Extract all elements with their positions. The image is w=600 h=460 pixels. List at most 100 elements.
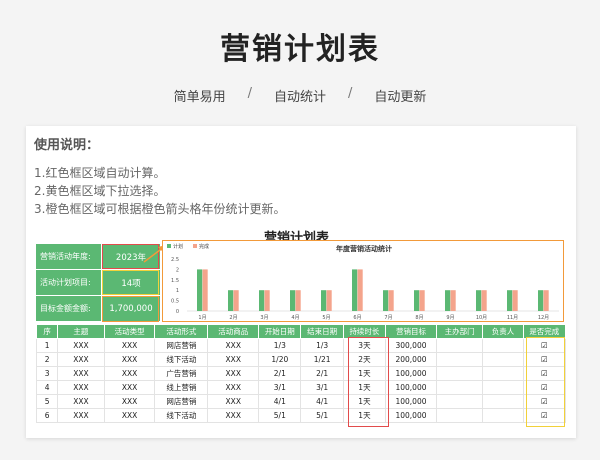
table-cell: 6	[35, 408, 59, 423]
x-tick-label: 3月	[260, 315, 268, 321]
table-cell: 100,000	[385, 408, 437, 423]
legend-label: 计划	[173, 243, 183, 250]
y-tick-label: 1.5	[171, 278, 179, 284]
separator: /	[348, 86, 353, 101]
chart-panel: 年度营销活动统计 计划 完成 0 0.5 1 1.5 2 2.5 1月 2月 3月 4月 5月 6月 7月 8月…	[162, 240, 564, 322]
x-tick-label: 1月	[198, 315, 206, 321]
table-cell	[482, 338, 524, 353]
bar-plan	[352, 269, 358, 311]
table-cell: 5	[35, 394, 59, 409]
table-cell: 广告营销	[154, 366, 209, 381]
table-row: 1 XXX XXX 网店营销 XXX 1/3 1/3 3天 300,000 ☑	[35, 338, 567, 353]
y-tick-label: 2.5	[171, 257, 179, 263]
table-cell: 网店营销	[154, 394, 209, 409]
table-row: 6 XXX XXX 线下活动 XXX 5/1 5/1 1天 100,000 ☑	[35, 408, 567, 423]
bar-done	[233, 290, 239, 311]
y-tick-label: 1	[176, 288, 179, 294]
table-cell: XXX	[103, 408, 156, 423]
table-cell: 3/1	[300, 380, 344, 395]
table-cell: XXX	[57, 352, 105, 367]
usage-line-2: 2.黄色框区域下拉选择。	[34, 184, 166, 198]
table-cell	[482, 352, 524, 367]
table-cell: 100,000	[385, 366, 437, 381]
bar-done	[419, 290, 425, 311]
table-cell: 2/1	[258, 366, 302, 381]
column-header: 负责人	[482, 324, 524, 339]
yellow-highlight-box	[102, 270, 159, 295]
x-tick-label: 8月	[415, 315, 423, 321]
column-header: 序	[35, 324, 59, 339]
column-header: 活动形式	[154, 324, 209, 339]
table-cell: XXX	[207, 352, 260, 367]
table-row: 5 XXX XXX 网店营销 XXX 4/1 4/1 1天 100,000 ☑	[35, 394, 567, 409]
bar-plan	[445, 290, 451, 311]
table-cell: XXX	[57, 366, 105, 381]
x-tick-label: 2月	[229, 315, 237, 321]
table-cell: 2	[35, 352, 59, 367]
y-tick-label: 2	[176, 267, 179, 273]
info-row-target: 目标金额金额: 1,700,000	[36, 296, 160, 322]
separator: /	[247, 86, 252, 101]
table-cell: XXX	[207, 408, 260, 423]
completed-highlight-box	[526, 337, 565, 427]
table-cell	[482, 366, 524, 381]
info-row-year: 营销活动年度: 2023年	[36, 244, 160, 270]
table-cell: XXX	[207, 366, 260, 381]
table-cell: XXX	[57, 380, 105, 395]
table-cell: XXX	[57, 394, 105, 409]
table-cell: 1	[35, 338, 59, 353]
table-cell: 3	[35, 366, 59, 381]
table-cell: 5/1	[258, 408, 302, 423]
bar-done	[481, 290, 487, 311]
table-row: 3 XXX XXX 广告营销 XXX 2/1 2/1 1天 100,000 ☑	[35, 366, 567, 381]
bar-chart: 年度营销活动统计 计划 完成 0 0.5 1 1.5 2 2.5 1月 2月 3月 4月 5月 6月 7月 8月…	[167, 243, 559, 321]
table-cell: XXX	[207, 394, 260, 409]
x-tick-label: 7月	[384, 315, 392, 321]
page-title: 营销计划表	[220, 32, 380, 67]
x-tick-label: 11月	[507, 315, 518, 321]
table-cell	[482, 380, 524, 395]
column-header: 活动类型	[103, 324, 156, 339]
column-header: 主办部门	[435, 324, 484, 339]
subtitle-bar: 简单易用 / 自动统计 / 自动更新	[0, 86, 600, 105]
table-cell: 300,000	[385, 338, 437, 353]
table-cell: 线下活动	[154, 408, 209, 423]
spreadsheet-preview: 使用说明： 1.红色框区域自动计算。 2.黄色框区域下拉选择。 3.橙色框区域可…	[26, 126, 576, 438]
table-cell	[435, 380, 484, 395]
table-cell: XXX	[57, 408, 105, 423]
subtitle-1: 简单易用	[173, 90, 226, 105]
usage-line-3: 3.橙色框区域可根据橙色箭头格年份统计更新。	[34, 202, 286, 216]
table-cell: 4	[35, 380, 59, 395]
x-tick-label: 12月	[538, 315, 549, 321]
table-row: 4 XXX XXX 线上营销 XXX 3/1 3/1 1天 100,000 ☑	[35, 380, 567, 395]
bar-plan	[507, 290, 513, 311]
info-panel: 营销活动年度: 2023年 活动计划项目: 14项 目标金额金额: 1,700,…	[36, 244, 160, 322]
table-cell: 5/1	[300, 408, 344, 423]
table-cell	[482, 408, 524, 423]
bar-done	[264, 290, 270, 311]
legend-swatch	[193, 244, 197, 248]
column-header: 主题	[57, 324, 105, 339]
red-highlight-box	[102, 244, 159, 269]
y-tick-label: 0.5	[171, 299, 179, 305]
bar-done	[543, 290, 549, 311]
table-cell: 4/1	[300, 394, 344, 409]
table-cell: 100,000	[385, 394, 437, 409]
table-cell: 1/3	[258, 338, 302, 353]
column-header: 开始日期	[258, 324, 302, 339]
bar-done	[388, 290, 394, 311]
bar-plan	[197, 269, 203, 311]
x-tick-label: 5月	[322, 315, 330, 321]
table-cell: XXX	[57, 338, 105, 353]
legend-label: 完成	[199, 243, 209, 250]
table-cell: XXX	[103, 338, 156, 353]
bar-plan	[538, 290, 544, 311]
bar-plan	[383, 290, 389, 311]
table-cell	[435, 352, 484, 367]
table-header-row: 序主题 活动类型 活动形式 活动商品 开始日期 结束日期 持续时长 营销目标 主办部门 负责人 是否…	[35, 324, 567, 339]
table-cell: XXX	[103, 366, 156, 381]
bar-done	[357, 269, 363, 311]
x-tick-label: 9月	[446, 315, 454, 321]
column-header: 营销目标	[385, 324, 437, 339]
table-cell	[482, 394, 524, 409]
